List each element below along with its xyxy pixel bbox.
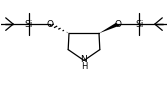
Text: N: N xyxy=(81,55,87,64)
Text: O: O xyxy=(114,20,121,29)
Text: O: O xyxy=(47,20,54,29)
Polygon shape xyxy=(99,23,120,33)
Text: Si: Si xyxy=(135,20,143,29)
Text: Si: Si xyxy=(25,20,33,29)
Text: H: H xyxy=(81,62,87,71)
